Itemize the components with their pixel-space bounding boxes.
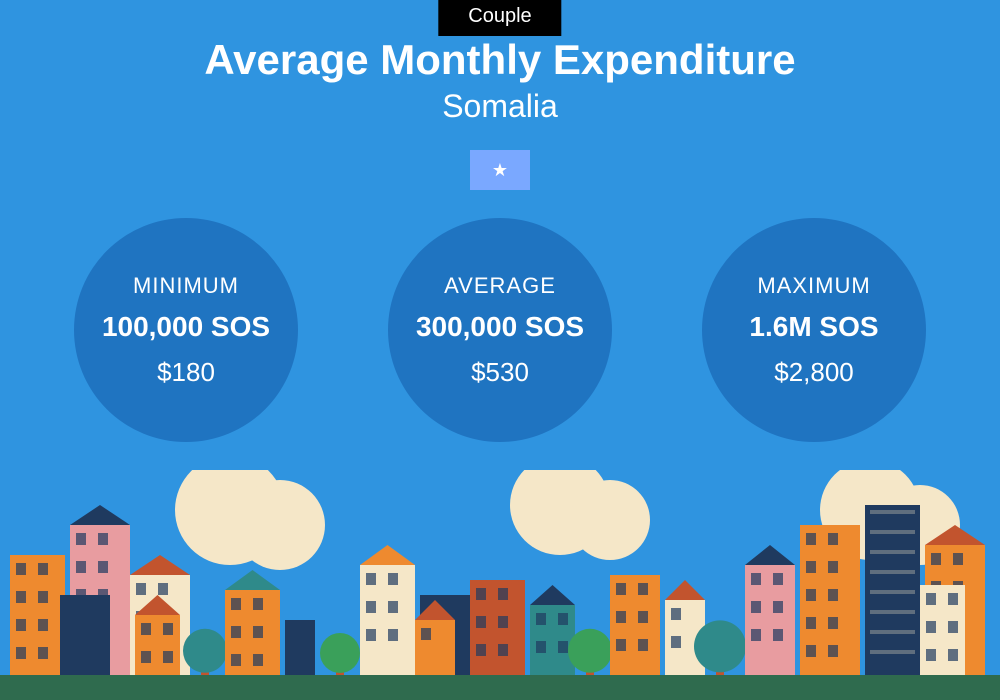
stat-circles: MINIMUM 100,000 SOS $180 AVERAGE 300,000…: [0, 218, 1000, 442]
stat-circle-average: AVERAGE 300,000 SOS $530: [388, 218, 612, 442]
page-title: Average Monthly Expenditure: [0, 36, 1000, 84]
country-flag: ★: [470, 150, 530, 190]
cityscape-illustration: [0, 470, 1000, 700]
page-subtitle: Somalia: [0, 88, 1000, 125]
stat-main: 100,000 SOS: [102, 311, 270, 343]
star-icon: ★: [492, 160, 508, 181]
stat-main: 1.6M SOS: [749, 311, 878, 343]
stat-sub: $2,800: [774, 357, 854, 388]
category-badge: Couple: [438, 0, 561, 36]
stat-label: MAXIMUM: [757, 273, 870, 299]
category-badge-label: Couple: [468, 5, 531, 27]
stat-circle-maximum: MAXIMUM 1.6M SOS $2,800: [702, 218, 926, 442]
stat-sub: $530: [471, 357, 529, 388]
stat-sub: $180: [157, 357, 215, 388]
stat-label: MINIMUM: [133, 273, 239, 299]
stat-label: AVERAGE: [444, 273, 556, 299]
stat-main: 300,000 SOS: [416, 311, 584, 343]
stat-circle-minimum: MINIMUM 100,000 SOS $180: [74, 218, 298, 442]
